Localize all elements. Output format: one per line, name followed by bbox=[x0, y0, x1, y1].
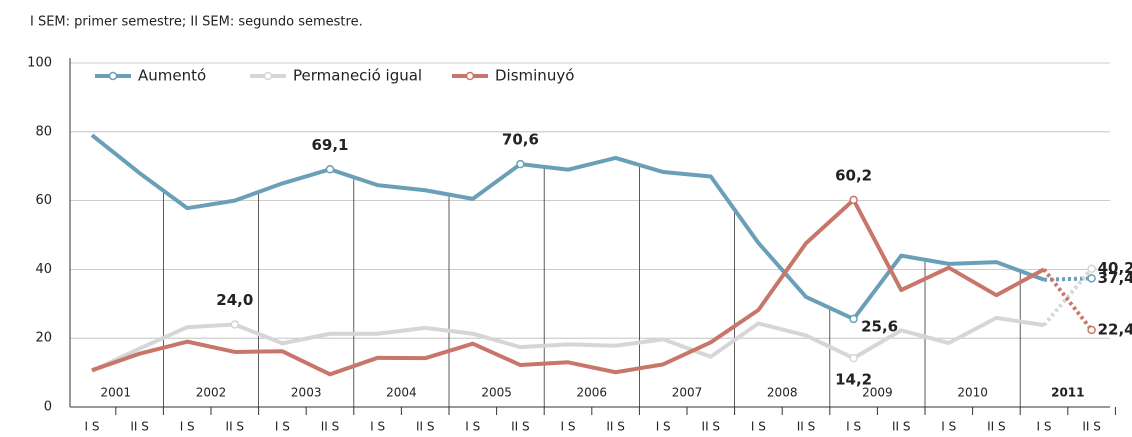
year-label: 2002 bbox=[196, 386, 227, 400]
x-tick-label: II S bbox=[797, 420, 816, 434]
year-label: 2003 bbox=[291, 386, 322, 400]
legend-marker bbox=[465, 71, 475, 81]
y-tick-label: 0 bbox=[44, 400, 52, 415]
value-label: 70,6 bbox=[502, 131, 539, 149]
x-tick-label: II S bbox=[226, 420, 245, 434]
x-tick-label: I S bbox=[370, 420, 385, 434]
x-tick-label: I S bbox=[656, 420, 671, 434]
x-tick-label: II S bbox=[130, 420, 149, 434]
point-marker bbox=[849, 353, 858, 363]
x-tick-label: II S bbox=[987, 420, 1006, 434]
x-tick-label: II S bbox=[1082, 420, 1101, 434]
x-tick-label: I S bbox=[180, 420, 195, 434]
series-line bbox=[91, 197, 1045, 377]
value-label: 40,2 bbox=[1098, 259, 1132, 277]
point-marker bbox=[849, 195, 858, 205]
point-marker bbox=[1087, 264, 1096, 273]
legend-label: Permaneció igual bbox=[293, 67, 422, 85]
value-label: 22,4 bbox=[1098, 320, 1132, 338]
x-tick-label: II S bbox=[702, 420, 721, 434]
series-line bbox=[90, 133, 1045, 321]
x-tick-label: I S bbox=[465, 420, 480, 434]
legend-label: Disminuyó bbox=[495, 67, 574, 85]
year-label: 2004 bbox=[386, 386, 417, 400]
legend-marker bbox=[263, 71, 273, 81]
point-marker bbox=[325, 165, 335, 174]
value-label: 25,6 bbox=[861, 317, 898, 335]
year-label: 2007 bbox=[672, 386, 703, 400]
value-label: 24,0 bbox=[216, 291, 253, 309]
point-marker bbox=[516, 159, 525, 169]
year-label: 2001 bbox=[101, 386, 132, 400]
year-label: 2006 bbox=[577, 386, 608, 400]
series-line bbox=[91, 315, 1045, 373]
x-tick-label: II S bbox=[511, 420, 530, 434]
value-label: 60,2 bbox=[835, 166, 872, 184]
x-tick-label: I S bbox=[275, 420, 290, 434]
legend-marker bbox=[108, 71, 118, 81]
year-label: 2010 bbox=[957, 386, 988, 400]
x-tick-label: I S bbox=[751, 420, 766, 434]
y-tick-label: 80 bbox=[35, 124, 52, 139]
value-label: 69,1 bbox=[311, 136, 348, 154]
point-marker bbox=[1087, 274, 1096, 283]
value-label: 37,4 bbox=[1098, 269, 1132, 287]
x-tick-label: I S bbox=[85, 420, 100, 434]
x-tick-label: I S bbox=[846, 420, 861, 434]
legend-label: Aumentó bbox=[138, 67, 206, 85]
subtitle: I SEM: primer semestre; II SEM: segundo … bbox=[30, 15, 363, 30]
x-tick-label: II S bbox=[606, 420, 625, 434]
y-tick-label: 40 bbox=[35, 262, 52, 277]
x-tick-label: I S bbox=[941, 420, 956, 434]
y-tick-label: 20 bbox=[35, 331, 52, 346]
y-tick-label: 60 bbox=[35, 193, 52, 208]
year-label: 2005 bbox=[481, 386, 512, 400]
x-tick-label: II S bbox=[416, 420, 435, 434]
year-label: 2008 bbox=[767, 386, 798, 400]
point-marker bbox=[1087, 325, 1096, 335]
point-marker bbox=[230, 320, 240, 329]
x-tick-label: I S bbox=[561, 420, 576, 434]
y-tick-label: 100 bbox=[27, 56, 52, 71]
series-line-dashed bbox=[1042, 268, 1094, 332]
x-tick-label: II S bbox=[892, 420, 911, 434]
x-tick-label: II S bbox=[321, 420, 340, 434]
x-tick-label: I S bbox=[1037, 420, 1052, 434]
value-label: 14,2 bbox=[835, 371, 872, 389]
year-label: 2011 bbox=[1051, 386, 1084, 400]
point-marker bbox=[849, 314, 858, 324]
year-label: 2009 bbox=[862, 386, 893, 400]
